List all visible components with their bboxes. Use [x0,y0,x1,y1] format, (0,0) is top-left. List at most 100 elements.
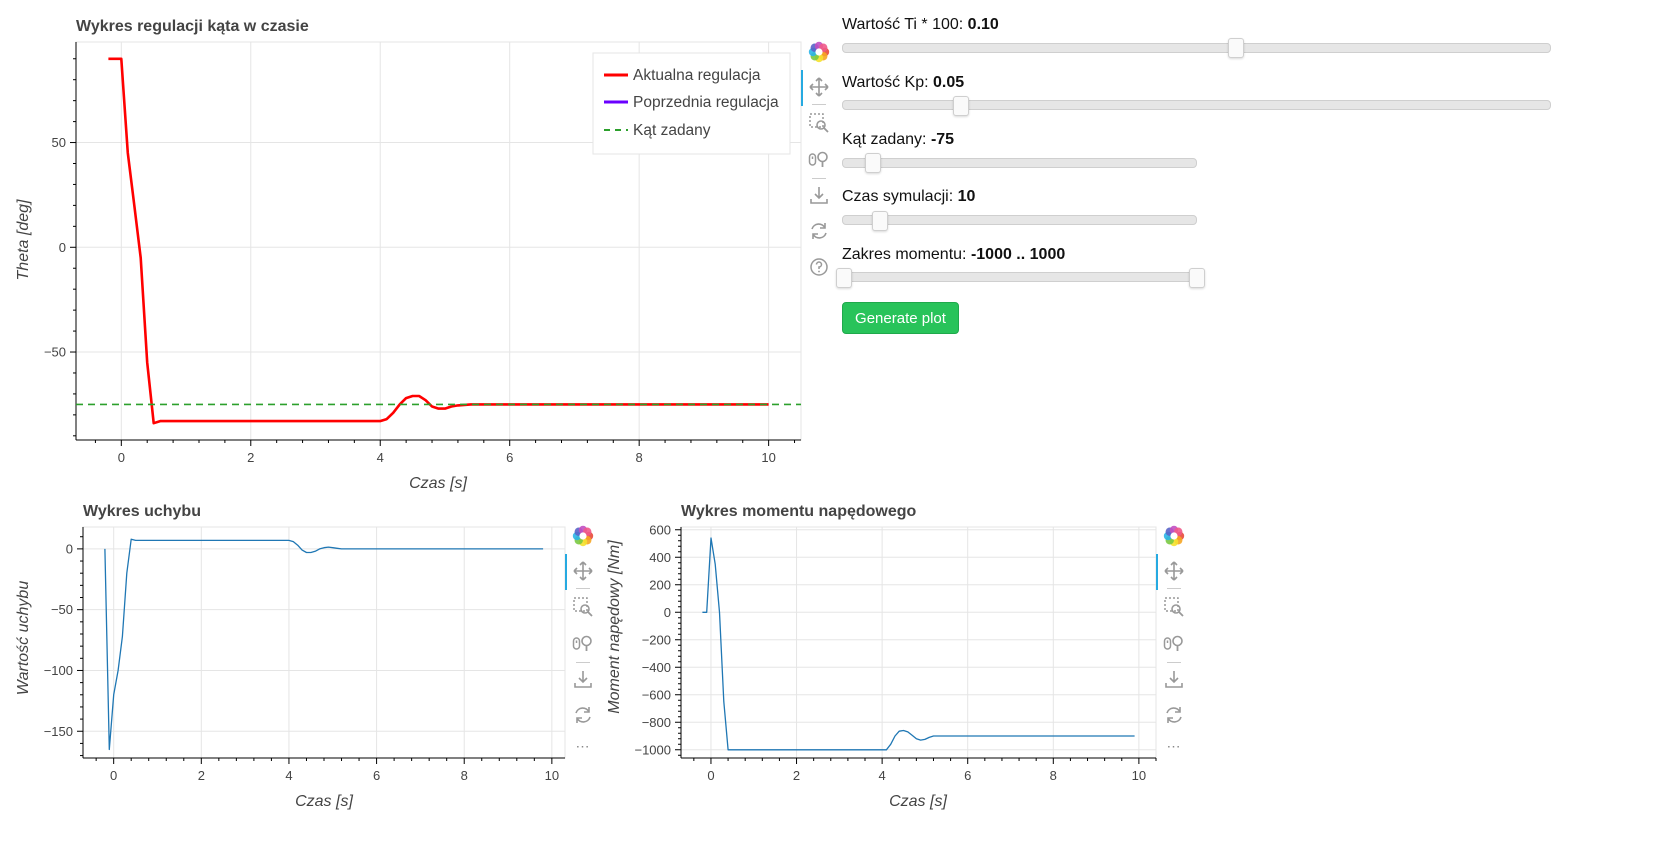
slider-ti-handle[interactable] [1227,38,1244,58]
theta-chart[interactable]: Wykres regulacji kąta w czasie 0 2 4 6 8 10 −5… [0,0,805,495]
slider-torque-range-label: Zakres momentu: [842,246,971,263]
more-tools-button[interactable]: ⋯ [575,737,591,754]
torque-plot-area[interactable]: 0 2 4 6 8 10 −1000 −800 −600 −400 −200 0 200 400 600 [634,522,1157,783]
slider-torque-range: Zakres momentu: -1000 .. 1000 [842,246,1065,264]
bokeh-logo [568,522,598,550]
generate-plot-button[interactable]: Generate plot [842,302,959,334]
torque-x-axis-label: Czas [s] [889,793,947,810]
theta-x-axis-label: Czas [s] [409,475,467,492]
slider-torque-range-track[interactable] [842,272,1197,282]
theta-x-tick-label: 8 [636,450,643,465]
wheel-zoom-icon [572,632,594,654]
box-zoom-tool-button[interactable] [568,593,598,621]
legend-item-previous: Poprzednia regulacja [633,94,779,111]
error-toolbar: ⋯ [565,520,602,760]
torque-chart-title: Wykres momentu napędowego [681,503,917,520]
toolbar-separator [812,178,826,179]
error-plot-area[interactable]: 0 2 4 6 8 10 −150 −100 −50 0 [44,526,566,783]
bokeh-logo-icon [808,41,830,63]
bokeh-logo [804,38,834,66]
theta-x-tick-label: 4 [377,450,384,465]
error-y-tick-label: −50 [51,602,73,617]
torque-series-0-line [702,537,1135,751]
reset-tool-button[interactable] [568,701,598,729]
slider-time-value: 10 [957,188,976,205]
torque-y-tick-label: −1000 [634,742,671,757]
theta-y-tick-label: 50 [52,135,66,150]
save-tool-button[interactable] [1159,665,1189,693]
slider-time-handle[interactable] [871,211,888,231]
slider-angle-handle[interactable] [864,153,881,173]
toolbar-separator [576,662,590,663]
slider-ti-track[interactable] [842,43,1551,53]
theta-y-axis-label: Theta [deg] [15,199,32,281]
wheel-zoom-tool-button[interactable] [1159,629,1189,657]
box-zoom-tool-button[interactable] [804,109,834,137]
torque-x-tick-label: 6 [964,768,971,783]
torque-y-tick-label: −200 [642,632,671,647]
theta-series-0-line [108,57,769,425]
help-tool-button[interactable] [804,253,834,281]
more-tools-button[interactable]: ⋯ [1166,737,1182,754]
box-zoom-icon [572,596,594,618]
pan-icon [1163,560,1185,582]
error-frame [82,526,566,759]
torque-x-tick-label: 10 [1132,768,1146,783]
box-zoom-tool-button[interactable] [1159,593,1189,621]
slider-angle-label: Kąt zadany: [842,131,931,148]
torque-x-tick-label: 2 [793,768,800,783]
theta-toolbar [801,36,838,286]
slider-ti-label: Wartość Ti * 100: [842,16,968,33]
bokeh-logo [1159,522,1189,550]
legend-item-setpoint: Kąt zadany [633,122,711,139]
torque-y-tick-label: 0 [664,605,671,620]
error-chart-title: Wykres uchybu [83,503,201,520]
active-tool-indicator [801,70,803,106]
reset-tool-button[interactable] [804,217,834,245]
pan-tool-button[interactable] [568,557,598,585]
wheel-zoom-tool-button[interactable] [804,145,834,173]
torque-y-axis-label: Moment napędowy [Nm] [606,540,623,714]
error-y-tick-label: −150 [44,724,73,739]
slider-torque-range-high-handle[interactable] [1189,268,1205,288]
pan-icon [808,76,830,98]
pan-tool-button[interactable] [1159,557,1189,585]
save-icon [572,668,594,690]
slider-time-track[interactable] [842,215,1197,225]
error-y-tick-label: 0 [66,541,73,556]
reset-icon [572,704,594,726]
slider-torque-range-low-handle[interactable] [836,268,852,288]
slider-angle-value: -75 [930,131,955,148]
toolbar-separator [812,104,826,105]
torque-chart[interactable]: Wykres momentu napędowego 0 2 4 6 8 10 −1000 −8… [600,495,1160,815]
wheel-zoom-tool-button[interactable] [568,629,598,657]
torque-toolbar: ⋯ [1156,520,1193,760]
save-tool-button[interactable] [804,181,834,209]
slider-kp-handle[interactable] [952,96,969,116]
slider-ti-value: 0.10 [967,16,999,33]
slider-kp-value: 0.05 [932,74,965,91]
error-x-tick-label: 6 [373,768,380,783]
torque-y-tick-label: −800 [642,715,671,730]
slider-angle-track[interactable] [842,158,1197,168]
pan-tool-button[interactable] [804,73,834,101]
theta-x-tick-label: 0 [118,450,125,465]
torque-y-tick-label: −600 [642,687,671,702]
theta-x-tick-label: 6 [506,450,513,465]
theta-x-tick-label: 2 [247,450,254,465]
theta-chart-title: Wykres regulacji kąta w czasie [76,18,309,35]
box-zoom-icon [808,112,830,134]
error-chart[interactable]: Wykres uchybu 0 2 4 6 8 10 −150 −100 −50 0 Czas [… [0,495,570,815]
save-tool-button[interactable] [568,665,598,693]
toolbar-separator [1167,662,1181,663]
torque-frame [680,526,1157,759]
reset-tool-button[interactable] [1159,701,1189,729]
slider-kp: Wartość Kp: 0.05 [842,74,964,92]
torque-x-tick-label: 0 [707,768,714,783]
torque-x-tick-label: 4 [879,768,886,783]
help-icon [808,256,830,278]
wheel-zoom-icon [808,148,830,170]
theta-legend: Aktualna regulacja Poprzednia regulacja … [592,52,791,155]
torque-y-tick-label: 600 [649,522,671,537]
slider-kp-track[interactable] [842,100,1551,110]
